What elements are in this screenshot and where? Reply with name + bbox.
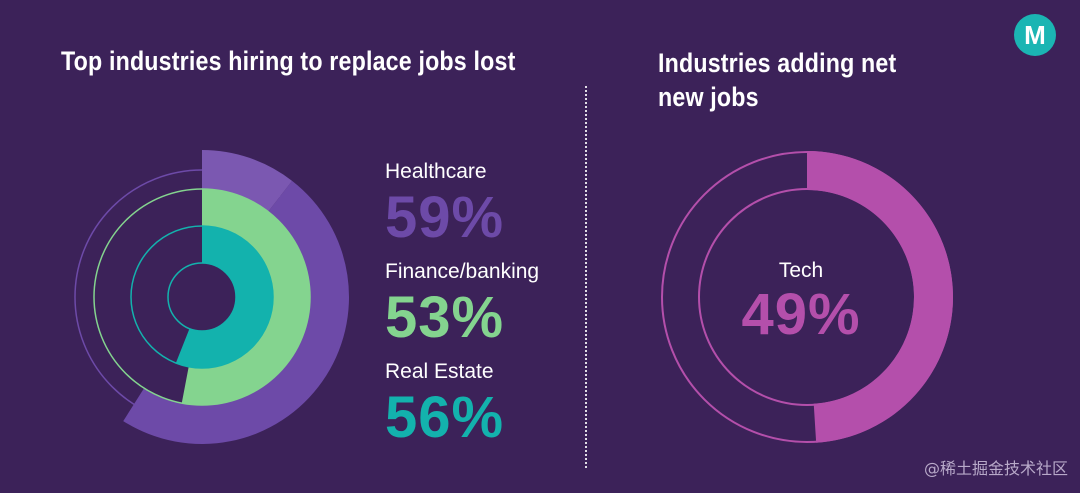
legend-healthcare: Healthcare 59%: [385, 160, 504, 248]
finance-ring-arc: [181, 189, 310, 405]
healthcare-ring-arc: [123, 180, 350, 445]
legend-healthcare-label: Healthcare: [385, 160, 487, 183]
tech-ring-arc: [807, 151, 953, 443]
left-ring-chart: [74, 150, 350, 445]
tech-center-value: 49%: [741, 282, 861, 347]
brand-logo: M: [1014, 14, 1056, 56]
left-chart-title: Top industries hiring to replace jobs lo…: [61, 46, 516, 76]
realestate-ring-arc: [175, 226, 273, 368]
healthcare-ring-arc-light: [202, 150, 293, 212]
legend-finance-value: 53%: [385, 285, 505, 350]
legend-healthcare-value: 59%: [385, 185, 505, 250]
right-chart-title: Industries adding net new jobs: [658, 48, 897, 112]
tech-center-label: Tech: [778, 259, 824, 282]
legend-realestate-value: 56%: [385, 385, 505, 450]
legend-finance: Finance/banking 53%: [385, 260, 539, 348]
panel-divider: [585, 86, 587, 468]
legend-realestate-label: Real Estate: [385, 360, 494, 383]
legend-finance-label: Finance/banking: [385, 260, 540, 283]
legend-realestate: Real Estate 56%: [385, 360, 504, 448]
watermark: @稀土掘金技术社区: [923, 459, 1068, 478]
